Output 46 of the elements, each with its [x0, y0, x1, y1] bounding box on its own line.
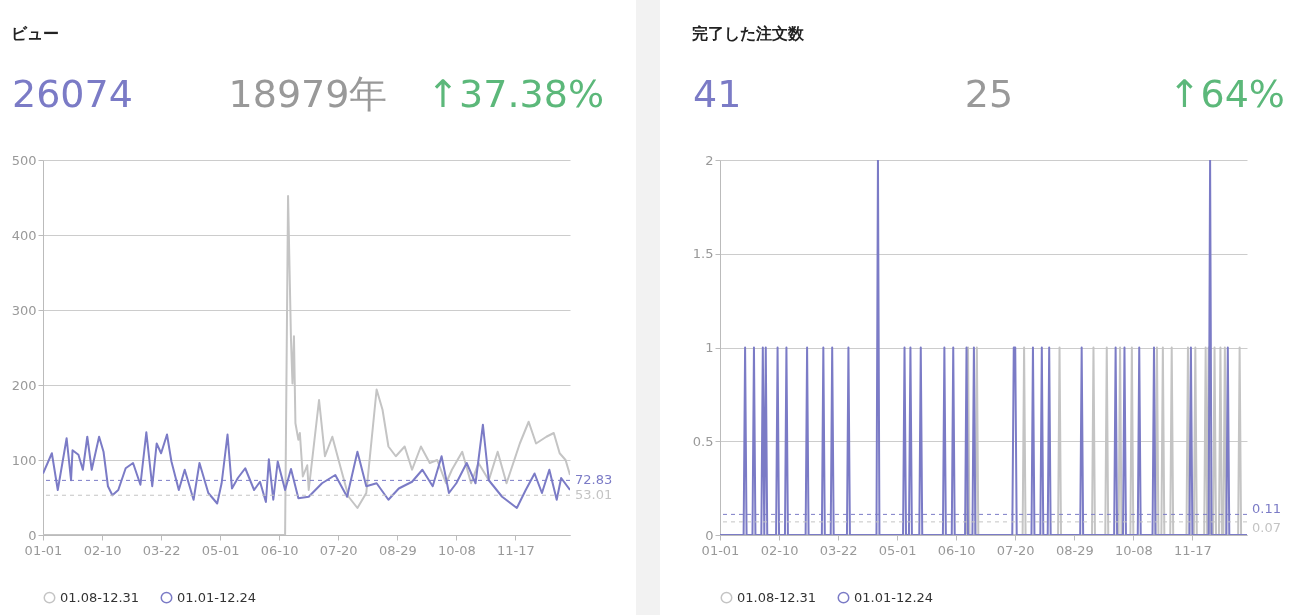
x-tick-label: 03-22 — [819, 542, 858, 558]
x-tick-label: 01-01 — [701, 542, 740, 558]
ref-line-label: 0.07 — [1252, 519, 1281, 535]
y-tick-label: 100 — [11, 452, 37, 468]
x-tick-label: 07-20 — [319, 542, 358, 558]
legend-label: 01.01-12.24 — [177, 589, 257, 605]
line-series — [43, 423, 570, 509]
x-tick-label: 11-17 — [1173, 542, 1212, 558]
text: ↑37.38% — [426, 71, 604, 118]
chart-title: 完了した注文数 — [692, 24, 806, 43]
text: 25 — [963, 71, 1015, 118]
y-tick-label: 0 — [28, 527, 37, 543]
x-tick-label: 06-10 — [260, 542, 299, 558]
text: 18979年 — [227, 71, 389, 118]
legend-label: 01.01-12.24 — [854, 589, 934, 605]
x-tick-label: 06-10 — [937, 542, 976, 558]
x-tick-label: 10-08 — [437, 542, 476, 558]
y-tick-label: 200 — [11, 377, 37, 393]
x-tick-label: 05-01 — [878, 542, 917, 558]
x-tick-label: 08-29 — [1055, 542, 1094, 558]
y-tick-label: 1 — [705, 340, 714, 355]
y-tick-label: 0 — [705, 527, 714, 543]
x-tick-label: 02-10 — [760, 542, 799, 558]
legend-label: 01.08-12.31 — [737, 589, 817, 605]
x-tick-label: 03-22 — [142, 542, 181, 558]
x-tick-label: 01-01 — [24, 542, 63, 558]
y-tick-label: 400 — [11, 227, 37, 243]
y-tick-label: 300 — [11, 302, 37, 318]
y-tick-label: 0.5 — [692, 433, 714, 449]
y-tick-label: 500 — [11, 152, 37, 168]
x-tick-label: 08-29 — [378, 542, 417, 558]
ref-line-label: 0.11 — [1252, 501, 1281, 517]
text: 26074 — [12, 71, 134, 118]
ref-line-label: 53.01 — [575, 487, 613, 503]
x-tick-label: 05-01 — [201, 542, 240, 558]
y-tick-label: 1.5 — [692, 246, 714, 262]
chart-title: ビュー — [11, 24, 60, 43]
x-tick-label: 10-08 — [1114, 542, 1153, 558]
x-tick-label: 02-10 — [83, 542, 122, 558]
text: 41 — [693, 71, 743, 118]
x-tick-label: 11-17 — [496, 542, 535, 558]
text: ↑64% — [1167, 71, 1285, 118]
legend-label: 01.08-12.31 — [60, 589, 140, 605]
x-tick-label: 07-20 — [996, 542, 1035, 558]
y-tick-label: 2 — [705, 152, 714, 168]
ref-line-label: 72.83 — [575, 472, 613, 488]
